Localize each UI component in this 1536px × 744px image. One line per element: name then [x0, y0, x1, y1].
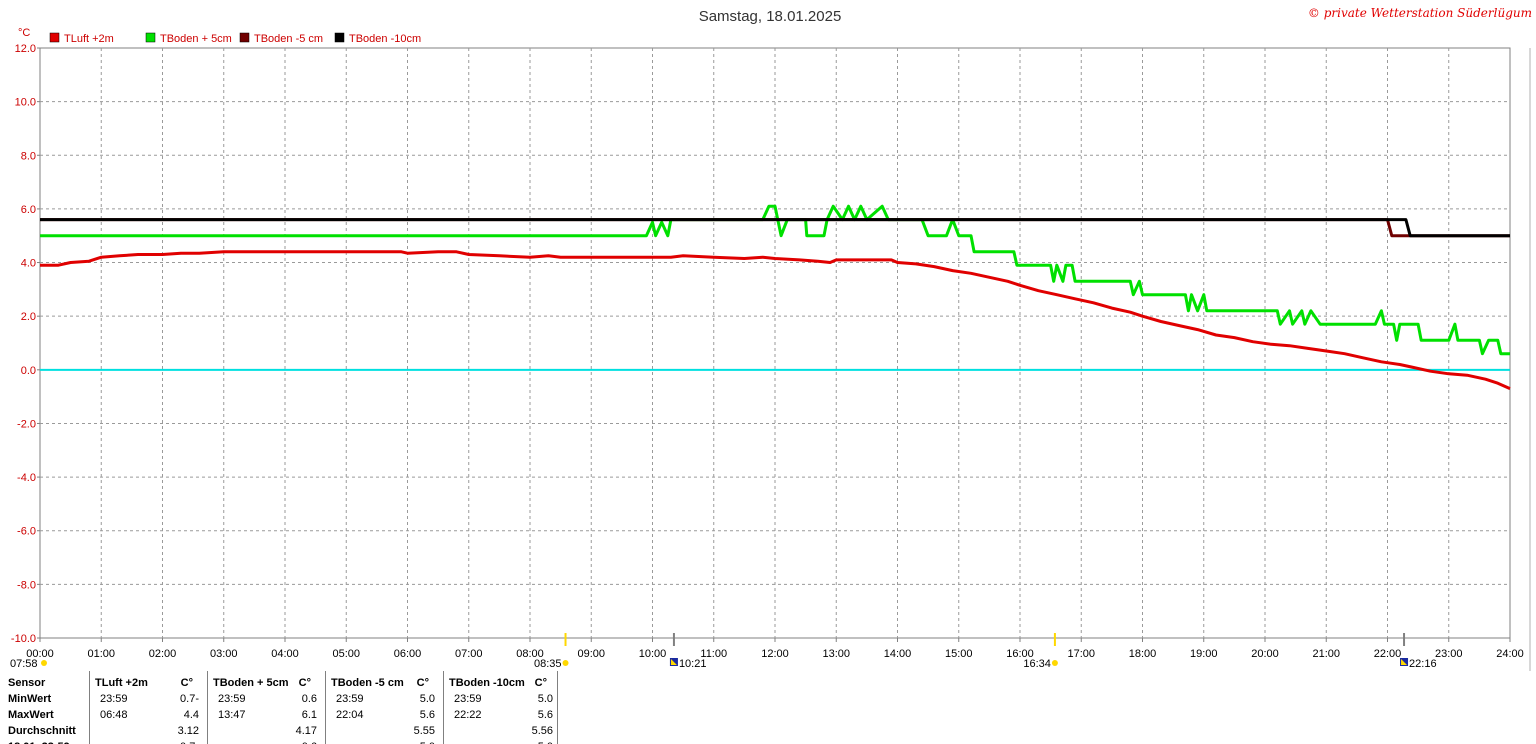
x-tick-label: 03:00	[210, 648, 238, 660]
y-tick-label: 2.0	[21, 311, 36, 323]
x-tick-label: 07:00	[455, 648, 483, 660]
table-column-header: TBoden -5 cm	[331, 677, 404, 689]
x-tick-label: 22:00	[1374, 648, 1402, 660]
y-tick-label: -2.0	[17, 418, 36, 430]
legend-swatch	[239, 32, 250, 43]
chart-title: Samstag, 18.01.2025	[699, 8, 842, 25]
y-tick-label: 12.0	[15, 43, 36, 55]
table-cell-time: 23:59	[100, 693, 128, 705]
series-line-3	[40, 218, 1510, 238]
x-tick-label: 06:00	[394, 648, 422, 660]
y-tick-label: -10.0	[11, 633, 36, 645]
x-tick-label: 09:00	[577, 648, 605, 660]
table-cell-time: 22:04	[336, 709, 364, 721]
x-tick-label: 14:00	[884, 648, 912, 660]
x-tick-label: 23:00	[1435, 648, 1463, 660]
table-row-label: MinWert	[8, 693, 52, 705]
unit-label: °C	[18, 27, 30, 39]
x-tick-label: 18:00	[1129, 648, 1157, 660]
legend-label: TLuft +2m	[64, 33, 114, 45]
moon-label: 22:16	[1409, 658, 1437, 670]
sun-label: 16:34	[1023, 658, 1051, 670]
x-tick-label: 04:00	[271, 648, 299, 660]
legend-swatch	[49, 32, 60, 43]
table-cell-time: 22:22	[454, 709, 482, 721]
table-cell-time: 23:59	[218, 693, 246, 705]
y-tick-label: -6.0	[17, 526, 36, 538]
table-column-header: TLuft +2m	[95, 677, 148, 689]
moon-label: 10:21	[679, 658, 707, 670]
x-tick-label: 17:00	[1067, 648, 1095, 660]
y-tick-label: -4.0	[17, 472, 36, 484]
sun-icon	[41, 660, 47, 666]
sun-label: 08:35	[534, 658, 562, 670]
temperature-chart: 12.0 10.0 8.0 6.0 4.0 2.0 0.0 -2.0 -4.0 -6.0 -8.0 -…	[10, 6, 1532, 671]
table-column-divider	[557, 671, 558, 744]
table-column-divider	[207, 671, 208, 744]
x-tick-label: 19:00	[1190, 648, 1218, 660]
legend-swatch	[334, 32, 345, 43]
table-row-label: 18.01. 23:59	[8, 739, 70, 744]
legend-label: TBoden -10cm	[349, 33, 421, 45]
x-tick-label: 10:00	[639, 648, 667, 660]
table-cell-time: 06:48	[100, 709, 128, 721]
table-column-divider	[89, 671, 90, 744]
x-tick-label: 15:00	[945, 648, 973, 660]
table-cell-time: 23:59	[454, 693, 482, 705]
sunrise-label: 07:58	[10, 658, 38, 670]
table-column-divider	[443, 671, 444, 744]
credit-text: © private Wetterstation Süderlügum	[1308, 6, 1532, 20]
y-tick-labels: 12.0 10.0 8.0 6.0 4.0 2.0 0.0 -2.0 -4.0 -6.0 -8.0 -…	[11, 43, 36, 645]
stats-table: Sensor MinWert MaxWert Durchschnitt 18.01. 2…	[0, 671, 560, 744]
y-tick-label: -8.0	[17, 579, 36, 591]
table-row-label: MaxWert	[8, 709, 54, 721]
x-tick-label: 00:00	[26, 648, 54, 660]
x-tick-label: 11:00	[700, 648, 727, 660]
y-tick-label: 10.0	[15, 97, 36, 109]
legend-label: TBoden + 5cm	[160, 33, 232, 45]
legend-swatch	[145, 32, 156, 43]
x-tick-label: 08:00	[516, 648, 544, 660]
x-tick-label: 01:00	[87, 648, 115, 660]
y-tick-label: 4.0	[21, 258, 36, 270]
moon-phase-icon	[1401, 659, 1408, 665]
x-tick-label: 24:00	[1496, 648, 1524, 660]
x-tick-label: 16:00	[1006, 648, 1034, 660]
x-tick-label: 05:00	[332, 648, 360, 660]
table-column-divider	[325, 671, 326, 744]
y-tick-label: 8.0	[21, 150, 36, 162]
table-column-header: TBoden -10cm	[449, 677, 525, 689]
x-tick-label: 02:00	[149, 648, 177, 660]
y-tick-label: 6.0	[21, 204, 36, 216]
sun-icon	[562, 660, 569, 666]
series-lines	[40, 204, 1511, 390]
x-tick-label: 12:00	[761, 648, 789, 660]
table-cell-time: 13:47	[218, 709, 246, 721]
x-tick-label: 21:00	[1312, 648, 1340, 660]
y-tick-label: 0.0	[21, 365, 36, 377]
x-tick-label: 13:00	[822, 648, 850, 660]
series-line-0	[40, 250, 1511, 390]
series-line-1	[40, 204, 1510, 356]
legend-label: TBoden -5 cm	[254, 33, 323, 45]
x-tick-label: 20:00	[1251, 648, 1279, 660]
table-sensor-header: Sensor	[8, 677, 46, 689]
table-cell-time: 23:59	[336, 693, 364, 705]
sun-icon	[1051, 660, 1058, 666]
table-column-header: TBoden + 5cm	[213, 677, 289, 689]
legend: TLuft +2m TBoden + 5cm TBoden -5 cm TBoden …	[49, 32, 421, 45]
x-tick-labels: 00:00 01:00 02:00 03:00 04:00 05:00 06:00 07:00…	[26, 648, 1524, 660]
moon-phase-icon	[670, 659, 677, 665]
sun-moon-markers: 07:58 08:35 10:21 16:34 22:16	[10, 633, 1437, 670]
table-row-label: Durchschnitt	[8, 725, 76, 737]
